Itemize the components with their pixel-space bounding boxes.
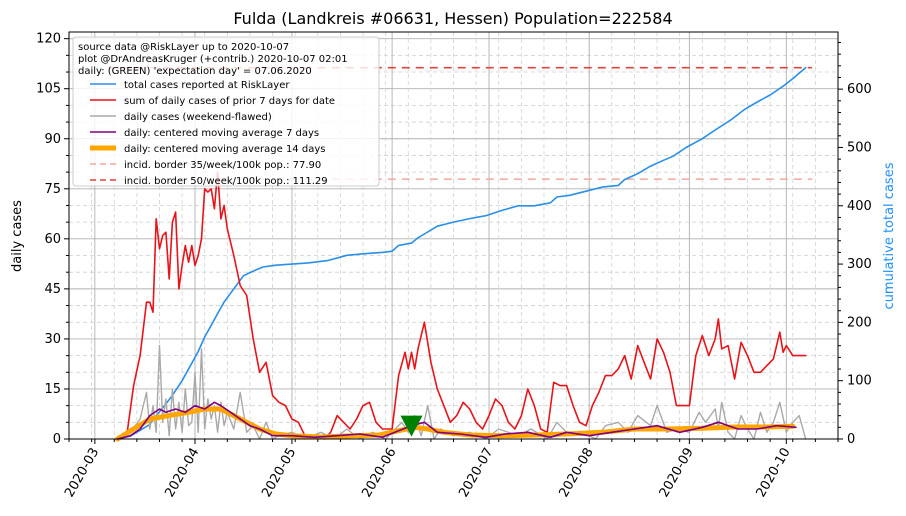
left-tick-label: 120	[36, 32, 61, 47]
legend-header-line: daily: (GREEN) 'expectation day' = 07.06…	[78, 66, 312, 77]
left-axis-label: daily cases	[10, 200, 25, 272]
x-tick-label: 2020-05	[259, 446, 299, 501]
x-tick-label: 2020-07	[456, 445, 496, 500]
right-tick-label: 200	[847, 315, 872, 330]
left-axis: 0 15 30 45 60 75 90 105 120	[36, 32, 69, 447]
right-tick-label: 0	[847, 432, 855, 447]
expectation-day-marker	[400, 415, 423, 437]
right-tick-label: 100	[847, 374, 872, 389]
legend-label-ma7: daily: centered moving average 7 days	[124, 128, 319, 139]
legend-label-7day-sum: sum of daily cases of prior 7 days for d…	[124, 96, 335, 107]
right-axis: 0 100 200 300 400 500 600	[838, 41, 872, 447]
legend-header-line: source data @RiskLayer up to 2020-10-07	[78, 42, 289, 53]
legend: source data @RiskLayer up to 2020-10-07 …	[72, 36, 380, 187]
right-axis-label: cumulative total cases	[882, 162, 897, 309]
x-tick-label: 2020-10	[754, 446, 794, 501]
legend-label-daily-cases: daily cases (weekend-flawed)	[124, 112, 272, 123]
left-tick-label: 0	[53, 432, 61, 447]
left-tick-label: 30	[44, 332, 61, 347]
expectation-day-marker-triangle	[400, 415, 423, 437]
right-tick-label: 300	[847, 257, 872, 272]
legend-header-line: plot @DrAndreasKruger (+contrib.) 2020-1…	[78, 54, 348, 65]
left-tick-label: 90	[44, 132, 61, 147]
series-line	[116, 401, 797, 440]
chart-title: Fulda (Landkreis #06631, Hessen) Populat…	[233, 9, 672, 28]
series-lines	[115, 66, 807, 442]
legend-label-total-cases: total cases reported at RiskLayer	[124, 80, 290, 91]
series-line	[116, 66, 807, 440]
x-tick-label: 2020-04	[162, 446, 202, 501]
legend-box	[72, 36, 380, 187]
x-tick-label: 2020-06	[359, 446, 399, 501]
right-tick-label: 600	[847, 82, 872, 97]
legend-label-ma14: daily: centered moving average 14 days	[124, 144, 325, 155]
left-tick-label: 60	[44, 232, 61, 247]
legend-label-border-50: incid. border 50/week/100k pop.: 111.29	[124, 176, 328, 187]
left-tick-label: 105	[36, 82, 61, 97]
x-tick-label: 2020-08	[557, 446, 597, 501]
right-tick-label: 400	[847, 199, 872, 214]
series-line	[116, 171, 807, 440]
left-tick-label: 15	[44, 382, 61, 397]
left-tick-label: 75	[44, 182, 61, 197]
x-tick-label: 2020-03	[62, 446, 102, 501]
x-axis: 2020-03 2020-04 2020-05 2020-06 2020-07 2020-…	[62, 439, 839, 501]
x-tick-label: 2020-09	[657, 446, 697, 501]
right-tick-label: 500	[847, 140, 872, 155]
legend-label-border-35: incid. border 35/week/100k pop.: 77.90	[124, 160, 321, 171]
left-tick-label: 45	[44, 282, 61, 297]
